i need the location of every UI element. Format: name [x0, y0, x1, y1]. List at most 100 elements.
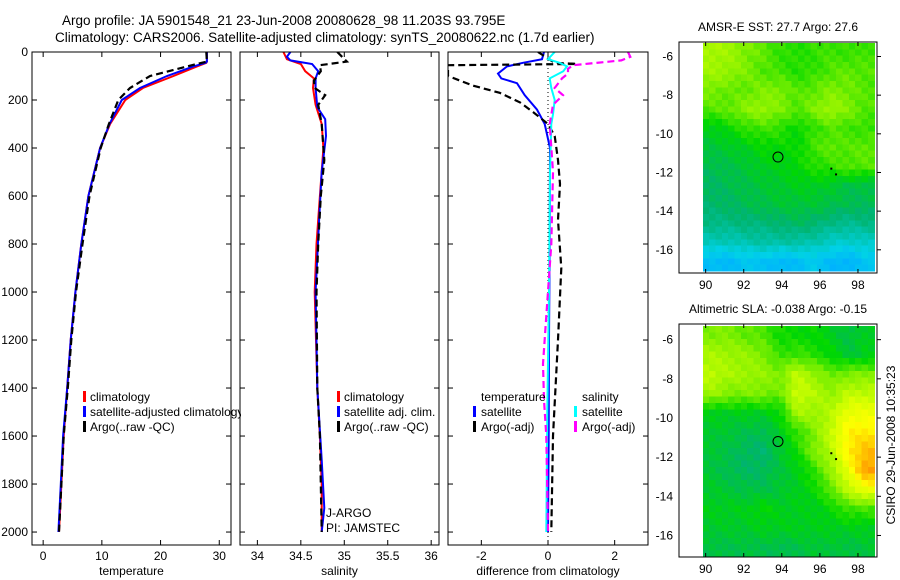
heatmap-cell: [753, 351, 761, 359]
heatmap-cell: [804, 402, 812, 410]
heatmap-cell: [797, 42, 805, 50]
heatmap-cell: [740, 415, 748, 423]
heatmap-cell: [804, 55, 812, 63]
heatmap-cell: [747, 428, 755, 436]
heatmap-cell: [772, 252, 780, 259]
heatmap-cell: [715, 531, 723, 539]
heatmap-cell: [842, 144, 850, 152]
heatmap-cell: [785, 99, 793, 107]
heatmap-cell: [709, 505, 717, 513]
heatmap-cell: [778, 233, 786, 240]
heatmap-cell: [715, 409, 723, 417]
heatmap-cell: [829, 370, 837, 378]
heatmap-cell: [721, 499, 729, 507]
heatmap-cell: [709, 214, 717, 221]
heatmap-cell: [778, 422, 786, 430]
heatmap-cell: [759, 264, 767, 272]
heatmap-cell: [836, 245, 844, 253]
heatmap-cell: [823, 435, 831, 443]
heatmap-cell: [842, 492, 850, 500]
heatmap-cell: [804, 258, 812, 266]
heatmap-cell: [855, 383, 863, 391]
heatmap-cell: [709, 325, 717, 333]
legend-header: salinity: [582, 390, 619, 404]
heatmap-cell: [715, 150, 723, 158]
heatmap-cell: [823, 74, 831, 82]
heatmap-cell: [804, 182, 812, 190]
heatmap-cell: [753, 531, 761, 539]
heatmap-cell: [740, 435, 748, 443]
heatmap-cell: [734, 364, 742, 372]
series-line-argo-adj-: [448, 52, 578, 533]
heatmap-cell: [715, 138, 723, 145]
heatmap-cell: [867, 473, 875, 481]
heatmap-cell: [791, 402, 799, 410]
heatmap-cell: [804, 68, 812, 76]
heatmap-cell: [702, 518, 710, 526]
heatmap-cell: [817, 550, 824, 558]
heatmap-cell: [740, 479, 748, 488]
heatmap-cell: [861, 61, 869, 69]
heatmap-cell: [848, 415, 856, 423]
heatmap-cell: [728, 150, 736, 158]
heatmap-cell: [709, 157, 717, 164]
heatmap-cell: [797, 512, 805, 520]
heatmap-cell: [810, 531, 818, 539]
heatmap-cell: [867, 518, 875, 526]
heatmap-cell: [829, 479, 837, 488]
heatmap-cell: [753, 435, 761, 443]
heatmap-cell: [702, 370, 710, 378]
heatmap-cell: [759, 377, 767, 385]
heatmap-cell: [810, 499, 818, 507]
heatmap-cell: [734, 233, 742, 240]
heatmap-cell: [721, 207, 729, 215]
heatmap-cell: [855, 119, 863, 126]
heatmap-cell: [715, 245, 723, 253]
heatmap-cell: [778, 214, 786, 221]
heatmap-cell: [817, 176, 824, 183]
heatmap-cell: [721, 550, 729, 558]
heatmap-cell: [791, 169, 799, 177]
heatmap-cell: [842, 479, 850, 488]
heatmap-cell: [778, 119, 786, 126]
heatmap-cell: [797, 409, 805, 417]
heatmap-cell: [836, 524, 844, 532]
heatmap-cell: [823, 390, 831, 398]
heatmap-cell: [797, 358, 805, 366]
heatmap-cell: [721, 512, 729, 520]
heatmap-cell: [797, 119, 805, 126]
legend-swatch: [574, 406, 577, 417]
heatmap-cell: [855, 131, 863, 139]
heatmap-cell: [797, 332, 805, 340]
heatmap-cell: [778, 112, 786, 120]
heatmap-cell: [753, 214, 761, 221]
heatmap-cell: [848, 182, 856, 190]
heatmap-cell: [810, 176, 818, 183]
heatmap-cell: [855, 390, 863, 398]
heatmap-cell: [702, 345, 710, 353]
heatmap-cell: [740, 201, 748, 209]
heatmap-cell: [842, 486, 850, 494]
heatmap-cell: [747, 74, 755, 82]
heatmap-cell: [848, 460, 856, 468]
heatmap-cell: [747, 264, 755, 272]
heatmap-cell: [836, 201, 844, 209]
heatmap-cell: [848, 473, 856, 481]
heatmap-cell: [823, 370, 831, 378]
heatmap-cell: [753, 245, 761, 253]
heatmap-cell: [804, 447, 812, 455]
heatmap-cell: [861, 370, 869, 378]
heatmap-cell: [753, 201, 761, 209]
heatmap-cell: [810, 131, 818, 139]
heatmap-cell: [772, 531, 780, 539]
heatmap-cell: [728, 454, 736, 462]
heatmap-cell: [753, 182, 761, 190]
heatmap-cell: [855, 467, 863, 475]
heatmap-cell: [836, 150, 844, 158]
heatmap-cell: [817, 87, 824, 95]
heatmap-cell: [772, 169, 780, 177]
legend-header: temperature: [481, 390, 546, 404]
heatmap-cell: [817, 338, 824, 346]
heatmap-cell: [747, 188, 755, 196]
heatmap-cell: [842, 390, 850, 398]
